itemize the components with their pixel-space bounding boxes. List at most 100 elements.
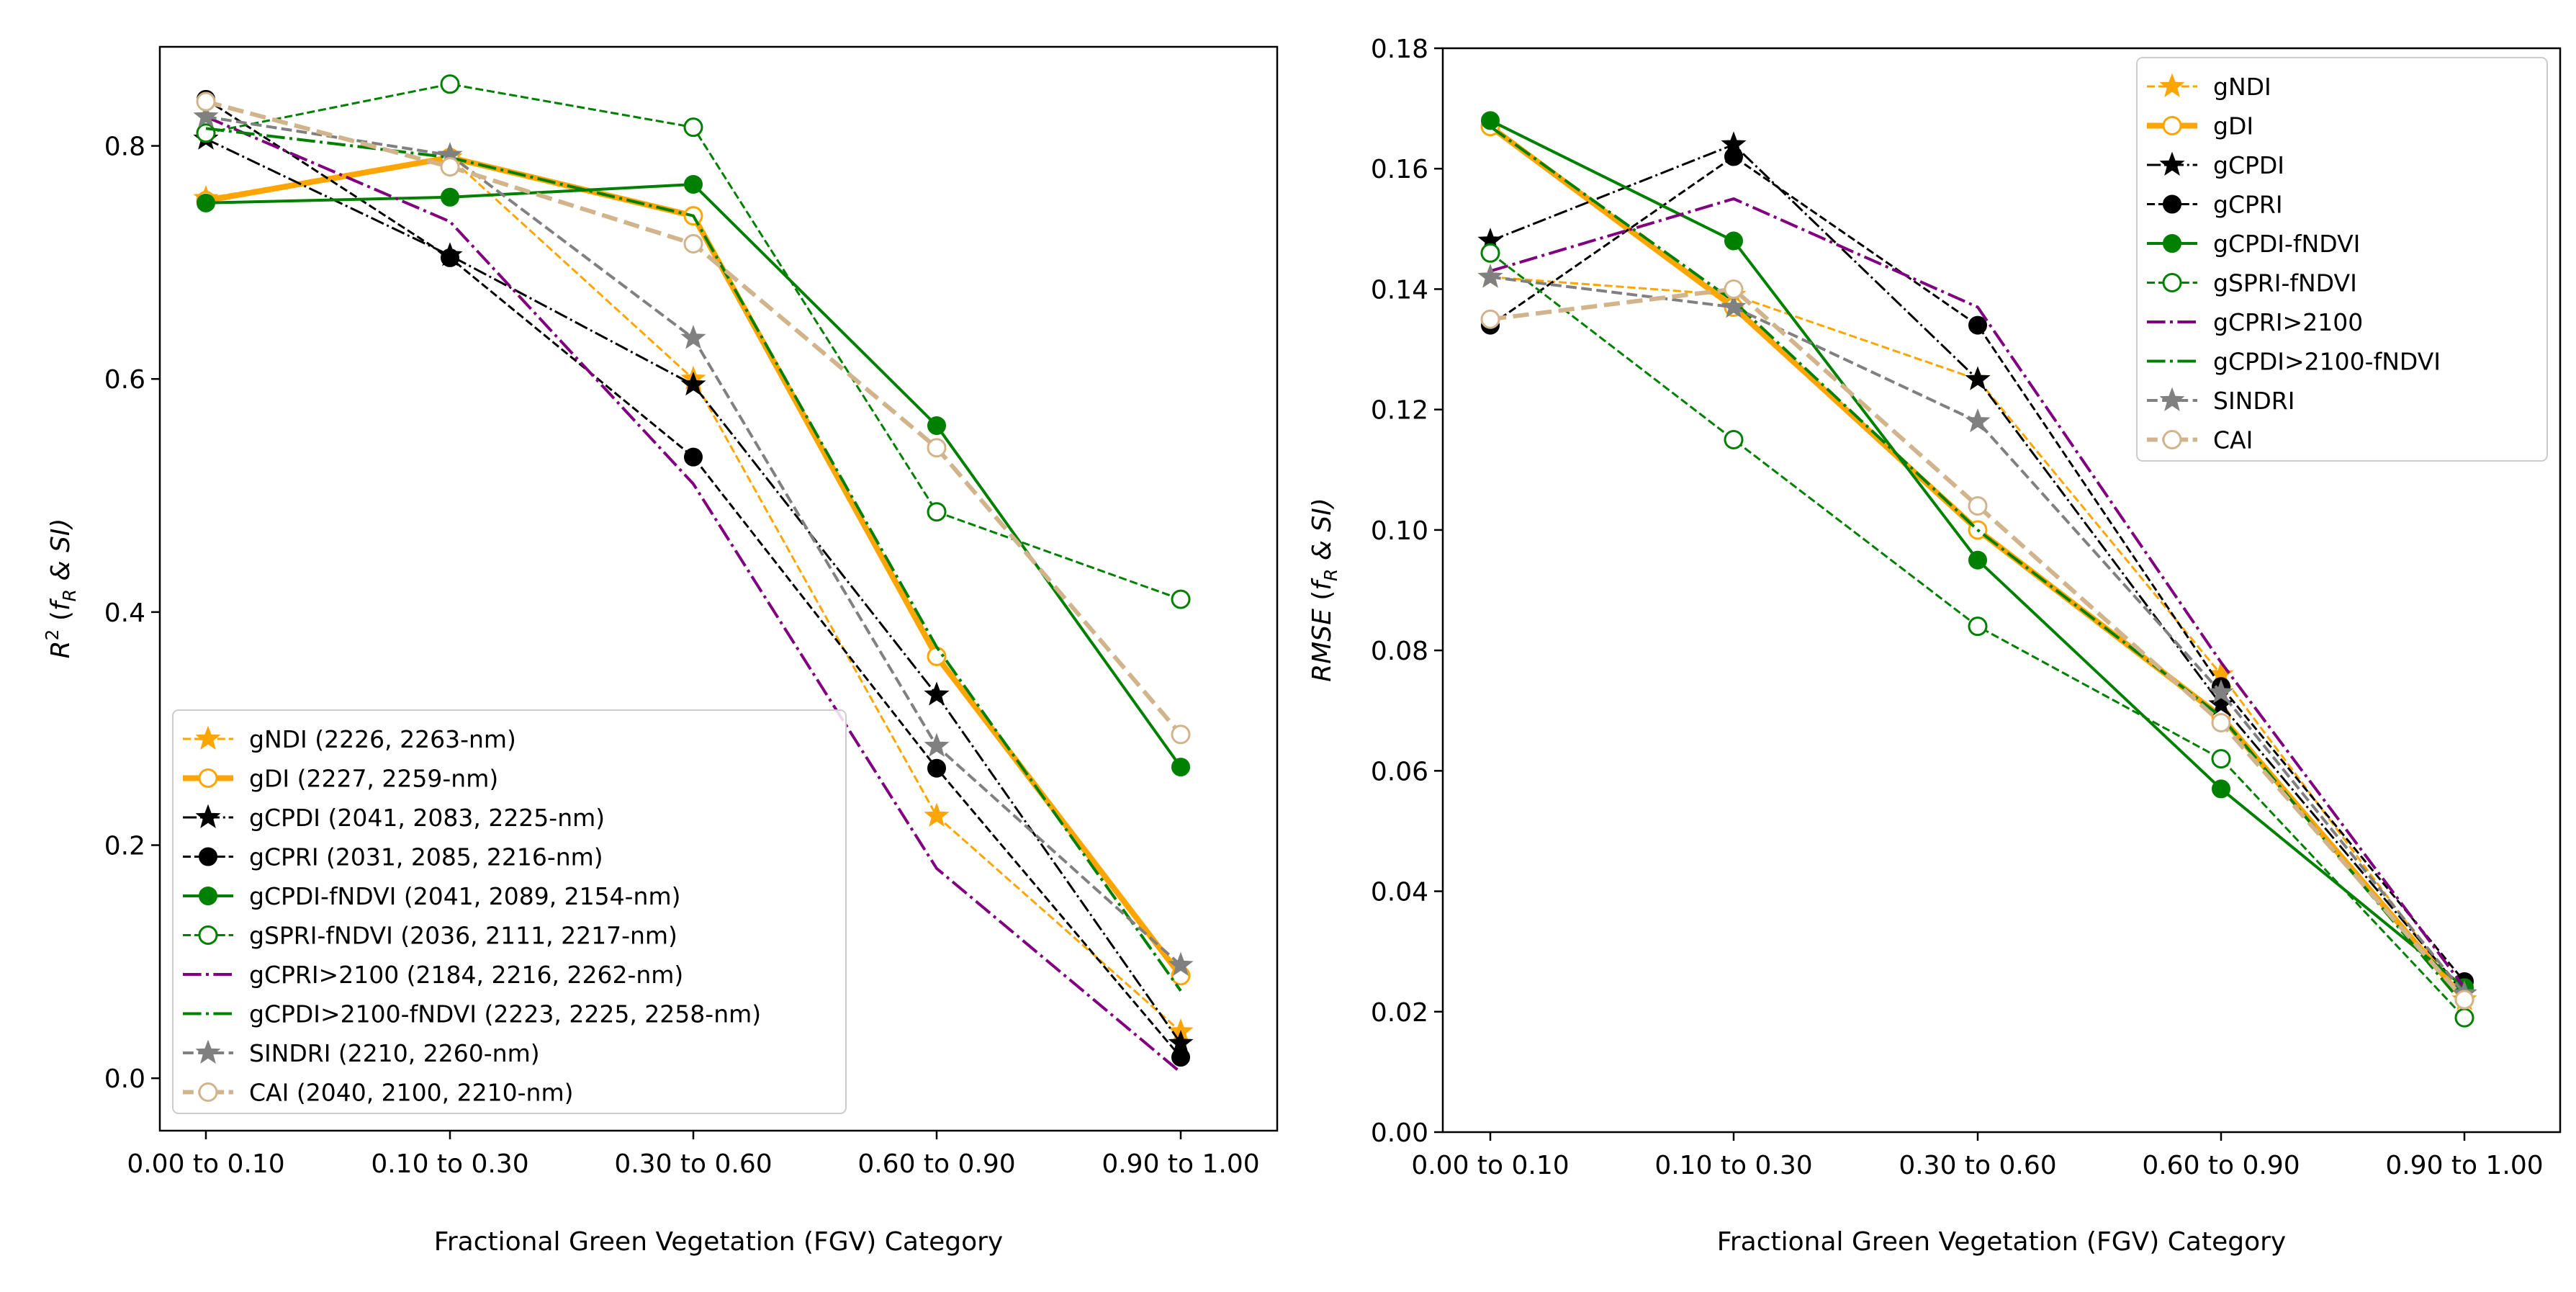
rmse-legend: gNDI gDI gCPDI gCPRI gCPDI-fNDVI gSPRI-fNDVI g…: [2136, 57, 2548, 462]
rmse-data-point: [1480, 309, 1500, 329]
r2-legend-entry: gDI (2227, 2259-nm): [183, 765, 498, 793]
r2-data-point: [683, 117, 703, 138]
rmse-series-5: [1480, 243, 2474, 1028]
rmse-legend-entry: gNDI: [2147, 73, 2271, 101]
rmse-series-9: [1480, 279, 2474, 1010]
r2-x-tick-label: 0.00 to 0.10: [127, 1149, 284, 1179]
r2-data-point: [1171, 1048, 1190, 1067]
r2-x-tick-label: 0.30 to 0.60: [614, 1149, 772, 1179]
rmse-y-tick-label: 0.00: [1371, 1118, 1428, 1148]
rmse-data-point: [1968, 495, 1988, 516]
rmse-legend-entry: gDI: [2147, 112, 2253, 140]
rmse-data-point: [1481, 111, 1500, 130]
rmse-legend-marker: [2159, 73, 2185, 97]
r2-series-9: [196, 91, 1191, 745]
rmse-series-line: [1489, 125, 2466, 1007]
r2-legend-entry: CAI (2040, 2100, 2210-nm): [183, 1079, 573, 1107]
r2-series-line: [205, 127, 1182, 992]
r2-data-point: [440, 74, 460, 94]
r2-data-point: [196, 123, 216, 143]
rmse-legend-entry: SINDRI: [2147, 387, 2294, 415]
r2-y-tick-label: 0.2: [104, 832, 145, 861]
rmse-legend-label: gSPRI-fNDVI: [2213, 269, 2357, 297]
rmse-data-point: [1724, 279, 1744, 299]
r2-chart-panel: 0.0 0.2 0.4 0.6 0.8 0.00 to 0.10 0.10 to 0.30…: [42, 45, 1279, 1257]
rmse-legend-marker: [2162, 273, 2182, 292]
rmse-data-point: [1724, 231, 1743, 251]
rmse-series-6: [1490, 197, 2466, 989]
rmse-legend-label: SINDRI: [2213, 387, 2294, 415]
rmse-legend-entry: gCPDI-fNDVI: [2147, 230, 2360, 258]
r2-data-point: [441, 248, 459, 267]
r2-legend-label: gCPDI (2041, 2083, 2225-nm): [249, 804, 605, 832]
rmse-series-line: [1490, 156, 2466, 982]
rmse-legend-entry: gCPRI: [2147, 191, 2283, 219]
rmse-legend-entry: CAI: [2147, 426, 2253, 454]
rmse-x-axis-label: Fractional Green Vegetation (FGV) Catego…: [1717, 1227, 2286, 1257]
r2-series-line: [205, 138, 1182, 1044]
rmse-legend-label: gNDI: [2213, 73, 2271, 101]
r2-data-point: [197, 193, 215, 212]
r2-legend-entry: SINDRI (2210, 2260-nm): [183, 1039, 540, 1067]
r2-data-point: [1171, 589, 1191, 609]
rmse-data-point: [1724, 147, 1743, 166]
r2-legend-entry: gSPRI-fNDVI (2036, 2111, 2217-nm): [183, 922, 677, 950]
rmse-series-line: [1490, 197, 2466, 989]
rmse-series-4: [1481, 111, 2474, 997]
rmse-legend-marker: [2163, 194, 2181, 214]
r2-data-point: [1171, 724, 1191, 745]
rmse-legend-entry: gSPRI-fNDVI: [2147, 269, 2357, 297]
rmse-data-point: [1965, 366, 1991, 390]
rmse-y-tick-label: 0.08: [1371, 637, 1428, 666]
rmse-legend-marker: [2163, 234, 2181, 253]
rmse-x-tick-label: 0.60 to 0.90: [2142, 1151, 2300, 1180]
rmse-legend-marker: [2162, 116, 2182, 135]
rmse-legend-marker: [2162, 430, 2182, 449]
rmse-legend-entry: gCPRI>2100: [2147, 308, 2363, 336]
r2-data-point: [680, 371, 706, 396]
rmse-x-tick-label: 0.90 to 1.00: [2385, 1151, 2543, 1180]
r2-legend-label: gCPDI>2100-fNDVI (2223, 2225, 2258-nm): [249, 1000, 761, 1028]
rmse-y-tick-label: 0.16: [1371, 155, 1428, 184]
r2-legend-label: CAI (2040, 2100, 2210-nm): [249, 1079, 573, 1107]
rmse-legend-marker: [2159, 387, 2185, 411]
rmse-data-point: [2454, 990, 2474, 1010]
r2-series-layer: [193, 74, 1194, 1074]
r2-data-point: [924, 732, 950, 757]
rmse-series-7: [1489, 125, 2466, 1007]
rmse-data-point: [1724, 429, 1744, 449]
r2-legend-entry: gCPDI (2041, 2083, 2225-nm): [183, 804, 605, 832]
r2-data-point: [684, 447, 703, 467]
r2-y-axis: 0.0 0.2 0.4 0.6 0.8: [104, 133, 160, 1094]
r2-series-4: [197, 174, 1190, 777]
rmse-y-tick-label: 0.06: [1371, 757, 1428, 786]
rmse-data-point: [1480, 243, 1500, 263]
rmse-y-tick-label: 0.10: [1371, 516, 1428, 546]
rmse-data-point: [1968, 315, 1987, 335]
rmse-legend-entry: gCPDI>2100-fNDVI: [2147, 348, 2441, 376]
rmse-y-tick-label: 0.18: [1371, 35, 1428, 64]
r2-data-point: [196, 91, 216, 112]
r2-legend-entry: gCPRI (2031, 2085, 2216-nm): [183, 843, 603, 871]
rmse-y-tick-label: 0.14: [1371, 275, 1428, 305]
rmse-legend-label: gCPDI>2100-fNDVI: [2213, 348, 2441, 376]
rmse-data-point: [2454, 1008, 2474, 1028]
r2-data-point: [683, 233, 703, 254]
r2-legend-box: [172, 709, 847, 1114]
r2-legend-marker: [195, 1039, 221, 1064]
rmse-data-point: [2208, 691, 2234, 716]
r2-legend-entry: gCPDI-fNDVI (2041, 2089, 2154-nm): [183, 882, 681, 910]
rmse-legend-label: CAI: [2213, 426, 2253, 454]
rmse-y-tick-label: 0.02: [1371, 998, 1428, 1028]
r2-legend-label: gCPRI>2100 (2184, 2216, 2262-nm): [249, 961, 683, 989]
r2-data-point: [440, 157, 460, 177]
rmse-series-layer: [1477, 111, 2477, 1028]
r2-legend-entry: gCPRI>2100 (2184, 2216, 2262-nm): [183, 961, 683, 989]
r2-data-point: [924, 681, 950, 706]
rmse-y-tick-label: 0.04: [1371, 878, 1428, 907]
r2-y-tick-label: 0.8: [104, 133, 145, 162]
rmse-legend-box: [2136, 57, 2548, 462]
rmse-series-line: [1490, 275, 2466, 995]
r2-series-line: [205, 98, 1182, 1058]
